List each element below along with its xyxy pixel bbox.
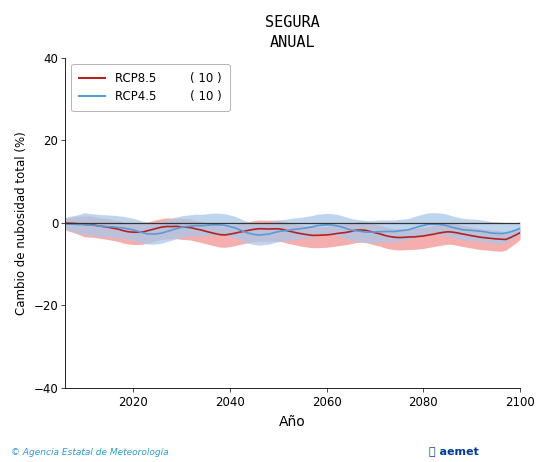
Y-axis label: Cambio de nubosidad total (%): Cambio de nubosidad total (%) xyxy=(15,131,28,315)
Legend: RCP8.5         ( 10 ), RCP4.5         ( 10 ): RCP8.5 ( 10 ), RCP4.5 ( 10 ) xyxy=(71,64,230,111)
Text: © Agencia Estatal de Meteorología: © Agencia Estatal de Meteorología xyxy=(11,449,169,457)
Text: 📋 aemet: 📋 aemet xyxy=(429,447,478,457)
X-axis label: Año: Año xyxy=(279,414,306,429)
Title: SEGURA
ANUAL: SEGURA ANUAL xyxy=(265,15,320,50)
